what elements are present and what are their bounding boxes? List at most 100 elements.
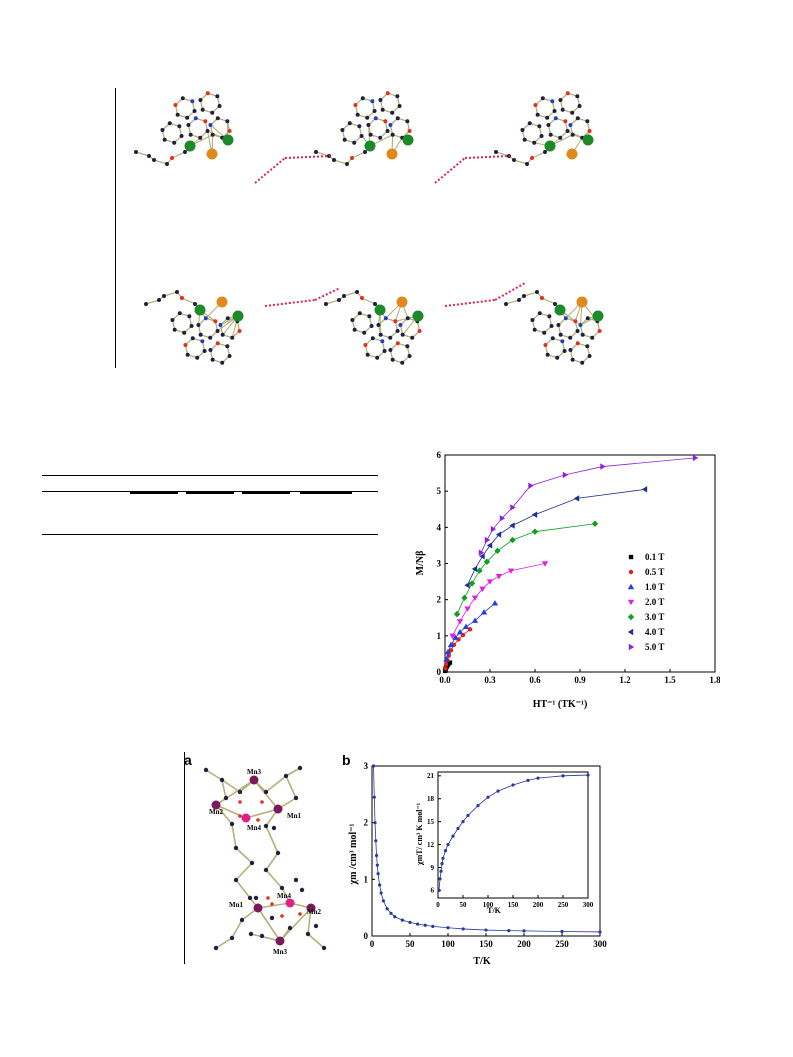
bond bbox=[541, 297, 556, 305]
chi-point bbox=[375, 863, 379, 867]
atom bbox=[522, 294, 526, 298]
manganese-atom bbox=[253, 903, 263, 913]
atom bbox=[350, 318, 355, 323]
atom bbox=[540, 96, 545, 101]
atom bbox=[366, 123, 371, 128]
bond bbox=[523, 291, 538, 297]
chi-point bbox=[374, 853, 379, 858]
atom bbox=[546, 123, 551, 128]
metal-atom-green bbox=[554, 304, 566, 316]
mag-ytick-label: 4 bbox=[437, 522, 442, 532]
mn-bond bbox=[235, 879, 251, 899]
bond-layer bbox=[135, 92, 601, 364]
atom bbox=[547, 314, 552, 319]
atom bbox=[200, 339, 205, 344]
manganese-atom bbox=[275, 936, 285, 946]
inset-point bbox=[440, 862, 444, 866]
atom bbox=[180, 296, 184, 300]
atom bbox=[383, 316, 388, 321]
atom bbox=[177, 311, 182, 316]
mag-point bbox=[464, 606, 471, 612]
mn-bond bbox=[285, 767, 301, 777]
mag-legend-marker bbox=[627, 599, 635, 606]
figure-mn-cluster: a b Mn3 Mn2 Mn1 Mn4 Mn4 Mn1 Mn2 Mn3 0 50 1… bbox=[182, 752, 612, 972]
table-subrule-1 bbox=[130, 492, 178, 494]
table-subrule-4 bbox=[300, 492, 352, 494]
atom bbox=[558, 98, 563, 103]
mag-point bbox=[531, 528, 539, 535]
carbon-atom bbox=[253, 895, 259, 901]
mag-point bbox=[494, 547, 501, 555]
atom bbox=[183, 343, 188, 348]
chi-point bbox=[431, 924, 435, 928]
atom bbox=[556, 323, 561, 328]
atom bbox=[170, 318, 175, 323]
mn-bond bbox=[231, 919, 243, 939]
inset-ytick-label: 18 bbox=[427, 795, 435, 803]
atom bbox=[203, 119, 208, 124]
figure-left-rule bbox=[115, 88, 116, 368]
atom bbox=[365, 115, 370, 120]
hydrogen-bond bbox=[284, 155, 331, 159]
mag-point bbox=[486, 542, 493, 549]
mn-label-6: Mn2 bbox=[307, 908, 322, 916]
mag-xtick-label: 1.2 bbox=[619, 675, 631, 685]
atom bbox=[597, 328, 602, 333]
mag-series-line bbox=[456, 523, 596, 615]
atom bbox=[590, 335, 595, 340]
metal-atom-green bbox=[374, 304, 386, 316]
metal-atom-green bbox=[184, 140, 196, 152]
atom bbox=[337, 298, 341, 302]
atom bbox=[215, 328, 220, 333]
atom bbox=[190, 99, 195, 104]
atom bbox=[225, 119, 230, 124]
manganese-atom bbox=[241, 813, 251, 823]
crystal-structure-image bbox=[134, 91, 604, 365]
mag-point bbox=[495, 531, 502, 538]
mn-bond bbox=[221, 779, 227, 799]
mag-ytick-label: 6 bbox=[437, 450, 442, 460]
atom bbox=[173, 103, 178, 108]
chi-point bbox=[373, 821, 377, 825]
atom bbox=[393, 319, 398, 324]
manganese-atom bbox=[285, 898, 295, 908]
mag-point bbox=[480, 609, 488, 615]
atom bbox=[352, 140, 357, 145]
mn-bond bbox=[221, 779, 241, 793]
hydrogen-bond bbox=[444, 299, 496, 307]
mn-bond bbox=[265, 825, 279, 854]
mag-xtick-label: 0.0 bbox=[439, 675, 451, 685]
atom bbox=[390, 132, 395, 137]
bond bbox=[145, 299, 160, 305]
inset-point bbox=[511, 783, 515, 787]
atom bbox=[573, 319, 578, 324]
inset-xtick-label: 100 bbox=[483, 901, 494, 909]
atom bbox=[162, 294, 166, 298]
chi-point bbox=[379, 891, 383, 895]
bond bbox=[343, 291, 358, 297]
metal-atom-green bbox=[402, 134, 414, 146]
metal-atom-green bbox=[222, 134, 234, 146]
oxygen-atom bbox=[256, 818, 260, 822]
atom bbox=[147, 154, 151, 158]
crystal-structure-figure bbox=[115, 88, 685, 368]
atom bbox=[532, 327, 537, 332]
metal-atom-orange bbox=[206, 148, 218, 160]
atom bbox=[549, 323, 554, 328]
atom bbox=[160, 128, 165, 133]
chi-ytick-label: 2 bbox=[364, 818, 369, 828]
atom bbox=[558, 135, 563, 140]
mn-label-0: Mn3 bbox=[247, 768, 262, 776]
atom bbox=[565, 91, 570, 96]
atom bbox=[388, 123, 393, 128]
mag-point bbox=[467, 627, 473, 632]
inset-point bbox=[496, 789, 500, 793]
carbon-atom bbox=[263, 823, 269, 829]
carbon-atom bbox=[279, 885, 285, 891]
mag-point bbox=[447, 641, 455, 648]
atom bbox=[350, 156, 354, 160]
carbon-atom bbox=[239, 917, 245, 923]
atom bbox=[575, 341, 580, 346]
mag-point bbox=[476, 567, 483, 574]
atom bbox=[395, 116, 400, 121]
